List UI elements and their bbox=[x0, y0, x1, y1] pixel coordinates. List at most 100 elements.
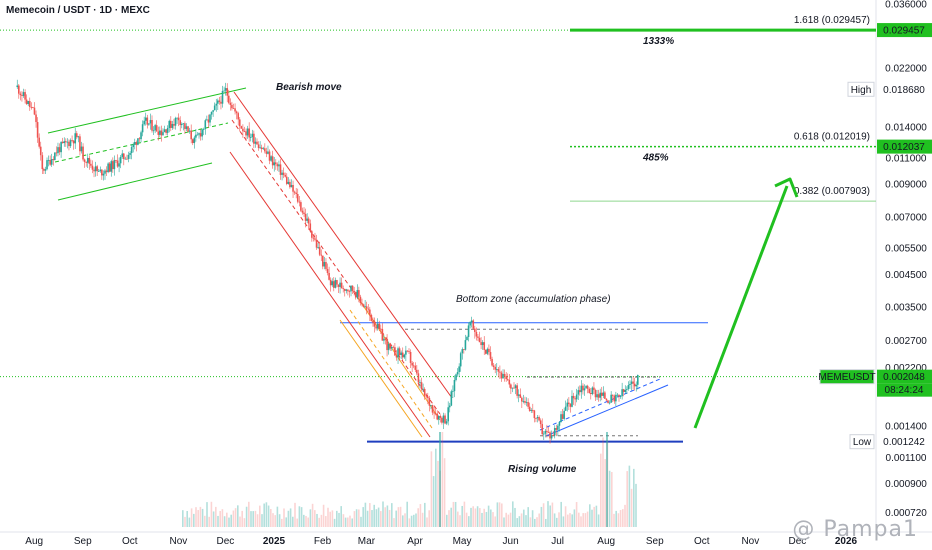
candle-body bbox=[521, 397, 523, 402]
candle-body bbox=[483, 342, 486, 350]
candle-body bbox=[619, 396, 622, 397]
volume-bar bbox=[377, 507, 380, 527]
candle-body bbox=[215, 103, 218, 106]
candle-body bbox=[190, 130, 192, 140]
candle-body bbox=[312, 237, 315, 239]
candle-body bbox=[358, 290, 360, 297]
volume-bar bbox=[410, 515, 413, 527]
candle-body bbox=[427, 396, 429, 398]
candle-body bbox=[135, 142, 138, 145]
candle-body bbox=[400, 352, 402, 356]
volume-bar bbox=[628, 465, 631, 527]
y-tick-label-7: 0.009000 bbox=[885, 180, 927, 191]
candle-body bbox=[613, 395, 616, 402]
candle-body bbox=[285, 176, 288, 184]
candle-body bbox=[558, 421, 561, 426]
volume-bar bbox=[591, 509, 593, 527]
volume-bar bbox=[223, 516, 226, 527]
high-tag: High bbox=[851, 85, 872, 96]
volume-bar bbox=[421, 512, 424, 527]
candle-body bbox=[143, 120, 145, 125]
volume-bar bbox=[318, 517, 320, 527]
volume-bar bbox=[481, 512, 483, 527]
volume-bar bbox=[580, 516, 582, 527]
candle-body bbox=[408, 351, 410, 352]
countdown-tag: 08:24:24 bbox=[885, 385, 924, 396]
volume-bar bbox=[454, 501, 457, 527]
candle-body bbox=[306, 218, 308, 221]
candle-body bbox=[79, 136, 81, 152]
candle-body bbox=[635, 384, 638, 387]
candle-body bbox=[99, 169, 102, 172]
fib-1618-price-tag: 0.029457 bbox=[883, 26, 925, 37]
volume-bar bbox=[542, 503, 545, 527]
orange-channel-mid bbox=[349, 309, 433, 429]
candle-body bbox=[118, 163, 120, 167]
volume-bar bbox=[426, 517, 428, 527]
candle-body bbox=[32, 107, 34, 108]
volume-bar bbox=[402, 515, 404, 527]
volume-bar bbox=[331, 510, 334, 527]
candle-body bbox=[412, 365, 415, 367]
candle-body bbox=[60, 141, 62, 153]
volume-bar bbox=[619, 510, 622, 527]
candle-body bbox=[122, 153, 125, 160]
candle-body bbox=[240, 126, 243, 129]
candle-body bbox=[511, 387, 514, 389]
volume-bar bbox=[560, 501, 562, 527]
volume-bar bbox=[490, 509, 492, 527]
candle-body bbox=[96, 166, 98, 172]
volume-bar bbox=[274, 515, 276, 527]
volume-bar bbox=[602, 437, 604, 527]
candle-body bbox=[629, 383, 631, 386]
candle-body bbox=[463, 349, 465, 350]
volume-bar bbox=[248, 501, 250, 527]
candle-body bbox=[91, 165, 94, 170]
candle-body bbox=[267, 151, 269, 154]
candle-body bbox=[484, 349, 487, 354]
volume-bar bbox=[415, 513, 417, 527]
volume-bar bbox=[364, 502, 367, 527]
volume-bar bbox=[276, 506, 279, 527]
candle-body bbox=[43, 169, 45, 171]
volume-bar bbox=[520, 513, 523, 527]
candle-body bbox=[227, 95, 230, 103]
candle-body bbox=[102, 173, 105, 176]
candle-body bbox=[594, 390, 597, 398]
candle-body bbox=[384, 338, 387, 340]
volume-bar bbox=[527, 507, 529, 527]
candle-body bbox=[57, 147, 59, 154]
volume-bar bbox=[338, 512, 340, 527]
candle-body bbox=[149, 119, 152, 124]
candle-body bbox=[420, 382, 423, 390]
volume-bar bbox=[210, 501, 213, 527]
volume-bar bbox=[395, 510, 397, 527]
volume-bar bbox=[228, 517, 230, 527]
candle-body bbox=[524, 401, 526, 403]
candle-body bbox=[494, 366, 496, 370]
volume-bar bbox=[624, 504, 626, 527]
candle-body bbox=[130, 147, 133, 154]
candle-body bbox=[386, 339, 388, 351]
candle-body bbox=[467, 325, 470, 337]
candle-body bbox=[273, 162, 276, 166]
symbol-tag-bg bbox=[819, 369, 875, 385]
candle-body bbox=[195, 134, 197, 138]
y-tick-label-19: 0.000720 bbox=[885, 508, 927, 519]
y-tick-label-8: 0.007000 bbox=[885, 212, 927, 223]
candle-body bbox=[226, 88, 229, 96]
candle-body bbox=[532, 410, 534, 411]
candle-body bbox=[82, 146, 84, 160]
volume-bar bbox=[272, 513, 274, 527]
candle-body bbox=[610, 394, 612, 403]
candle-body bbox=[113, 160, 116, 170]
candle-body bbox=[257, 144, 260, 149]
low-tag: Low bbox=[853, 437, 872, 448]
candle-body bbox=[276, 164, 279, 167]
volume-bar bbox=[237, 505, 239, 527]
volume-bar bbox=[393, 518, 395, 527]
volume-bar bbox=[558, 512, 560, 527]
candle-body bbox=[101, 169, 103, 176]
candle-body bbox=[30, 106, 33, 108]
